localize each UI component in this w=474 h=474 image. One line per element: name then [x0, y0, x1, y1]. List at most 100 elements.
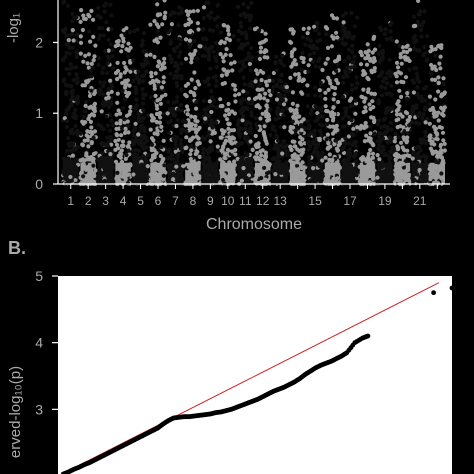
snp-point — [161, 173, 166, 178]
snp-point — [150, 78, 155, 84]
snp-point — [136, 115, 142, 120]
y-tick-label-b: 4 — [35, 335, 43, 351]
snp-point — [99, 164, 105, 169]
snp-point — [166, 162, 171, 167]
snp-point — [142, 133, 147, 138]
snp-point — [119, 49, 124, 54]
snp-point — [143, 92, 148, 97]
snp-point — [150, 142, 155, 147]
snp-point — [142, 30, 147, 36]
snp-point — [89, 61, 94, 66]
snp-point — [167, 53, 172, 58]
snp-point — [120, 126, 125, 131]
snp-point — [128, 104, 133, 110]
snp-point — [69, 148, 74, 153]
snp-point — [136, 69, 141, 74]
snp-point — [154, 119, 159, 124]
snp-point — [113, 138, 118, 144]
snp-point — [126, 124, 131, 129]
snp-point — [82, 83, 88, 88]
snp-point — [179, 61, 184, 66]
snp-point — [102, 9, 107, 14]
snp-point — [178, 42, 183, 47]
snp-point — [161, 80, 166, 85]
snp-point — [116, 108, 121, 113]
snp-point — [86, 155, 91, 160]
snp-point — [162, 65, 167, 70]
snp-point — [180, 167, 185, 172]
snp-point — [133, 126, 138, 131]
snp-point — [114, 142, 120, 147]
snp-point — [151, 118, 156, 123]
snp-point — [68, 97, 73, 102]
snp-point — [156, 83, 161, 88]
snp-point — [156, 59, 161, 64]
snp-point — [141, 108, 146, 113]
snp-point — [177, 11, 182, 16]
snp-point — [83, 53, 88, 58]
snp-point — [114, 112, 119, 117]
manhattan-points — [60, 0, 447, 187]
snp-point — [63, 26, 68, 31]
snp-point — [73, 147, 78, 152]
snp-point — [113, 70, 119, 76]
snp-point — [89, 141, 94, 146]
snp-point — [101, 127, 106, 132]
snp-point — [157, 120, 162, 125]
snp-point — [159, 94, 165, 99]
snp-point — [167, 169, 172, 174]
snp-point — [96, 36, 101, 42]
snp-point — [115, 60, 120, 65]
snp-point — [65, 148, 70, 153]
snp-point — [64, 124, 69, 130]
snp-point — [122, 97, 127, 102]
snp-point — [72, 111, 77, 116]
snp-point — [97, 26, 102, 31]
snp-point — [174, 99, 179, 104]
snp-point — [101, 33, 106, 38]
snp-point — [158, 35, 163, 40]
snp-point — [62, 156, 67, 161]
snp-point — [121, 166, 126, 171]
snp-point — [140, 79, 146, 84]
snp-point — [67, 169, 72, 174]
snp-point — [89, 170, 94, 175]
snp-point — [134, 103, 139, 108]
snp-point — [116, 137, 121, 142]
snp-point — [175, 118, 180, 123]
snp-point — [136, 111, 141, 116]
snp-point — [104, 114, 109, 119]
snp-point — [178, 138, 183, 143]
snp-point — [131, 58, 136, 63]
snp-point — [91, 34, 96, 40]
snp-point — [146, 113, 151, 118]
snp-point — [89, 88, 94, 93]
snp-point — [134, 161, 140, 166]
snp-point — [68, 174, 73, 180]
snp-point — [108, 102, 113, 107]
snp-point — [136, 80, 141, 85]
snp-point — [86, 12, 91, 17]
snp-point — [144, 170, 149, 176]
snp-point — [73, 123, 78, 129]
snp-point — [102, 142, 107, 147]
snp-point — [161, 138, 166, 143]
snp-point — [174, 135, 179, 140]
snp-point — [60, 57, 66, 63]
snp-point — [115, 170, 120, 175]
snp-point — [174, 172, 179, 177]
snp-point — [65, 3, 70, 8]
snp-point — [89, 8, 94, 14]
snp-point — [63, 54, 68, 60]
snp-point — [131, 105, 136, 110]
snp-point — [135, 76, 140, 81]
snp-point — [141, 96, 146, 101]
snp-point — [161, 75, 166, 80]
snp-point — [121, 28, 126, 33]
snp-point — [169, 57, 174, 62]
snp-point — [101, 99, 106, 104]
snp-point — [149, 136, 155, 141]
snp-point — [140, 87, 145, 92]
snp-point — [105, 123, 111, 128]
snp-point — [149, 74, 154, 79]
